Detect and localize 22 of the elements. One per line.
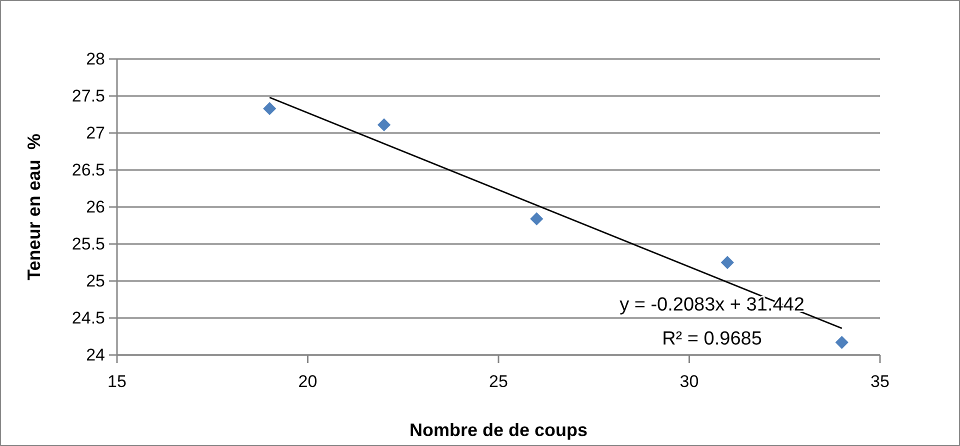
y-tick-label: 26 — [86, 198, 105, 216]
annotation: R² = 0.9685 — [662, 328, 762, 350]
point — [530, 212, 544, 226]
x-tick-label: 35 — [870, 372, 890, 391]
point — [720, 256, 734, 270]
x-tick-label: 25 — [489, 372, 508, 391]
x-tick-label: 30 — [680, 372, 699, 391]
y-tick-label: 27 — [86, 124, 105, 142]
point — [835, 336, 848, 349]
y-tick-label: 24.5 — [72, 308, 105, 328]
x-tick-label: 15 — [108, 372, 126, 391]
y-tick-label: 24 — [86, 346, 105, 364]
x-axis-title: Nombre de de coups — [409, 420, 588, 440]
x-tick-label: 20 — [298, 372, 318, 391]
point — [263, 102, 276, 116]
y-tick-label: 25.5 — [72, 234, 105, 254]
y-tick-label: 27.5 — [72, 86, 105, 106]
y-tick-label: 25 — [86, 272, 105, 290]
y-tick-label: 26.5 — [72, 160, 105, 180]
y-axis-title: Teneur en eau % — [24, 134, 44, 280]
point — [377, 118, 391, 132]
y-tick-label: 28 — [86, 50, 105, 68]
